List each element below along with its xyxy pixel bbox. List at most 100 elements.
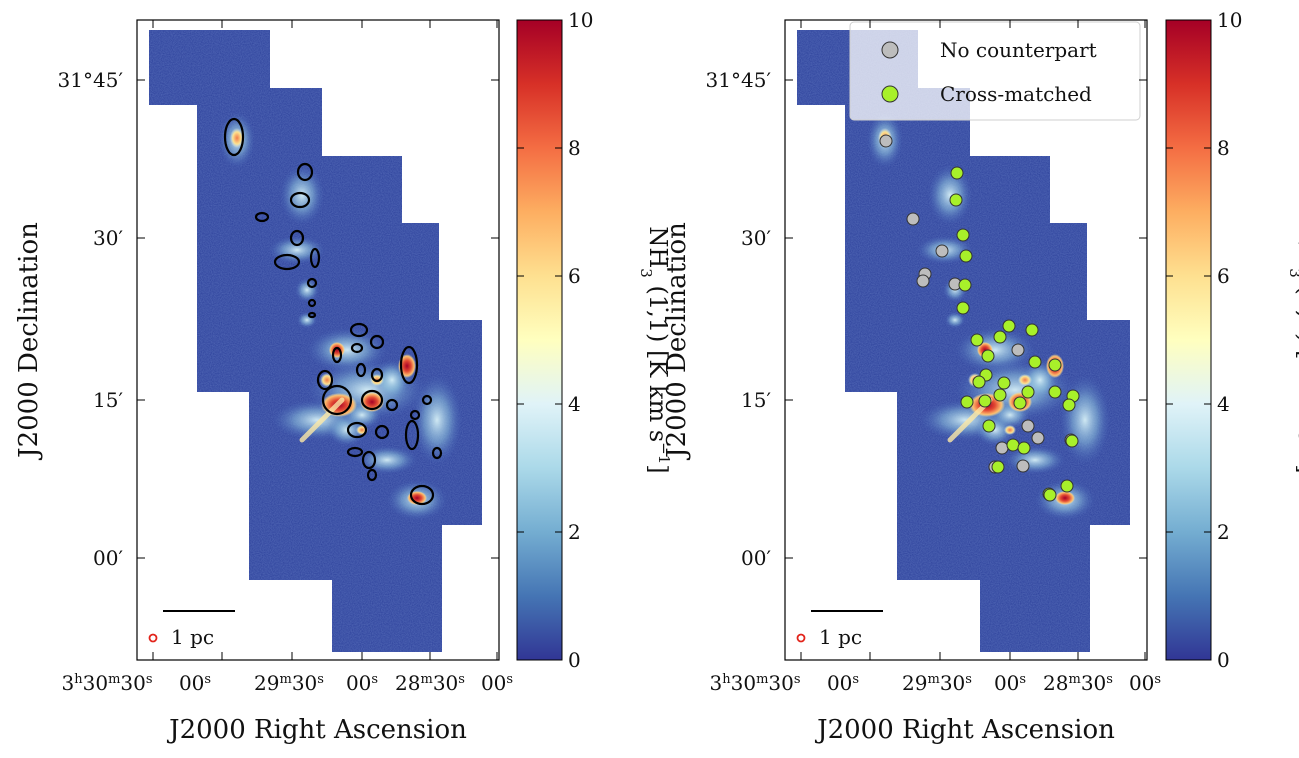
x-tick-label: 29m30s bbox=[254, 671, 324, 695]
contour-leaf bbox=[385, 398, 399, 412]
marker-cross-matched bbox=[981, 349, 995, 363]
emission-glow bbox=[1060, 375, 1110, 465]
colorbar-gradient bbox=[1165, 19, 1212, 661]
contour-leaf bbox=[404, 419, 420, 451]
x-tick-label-part: s bbox=[506, 672, 513, 687]
x-tick-label: 28m30s bbox=[395, 671, 465, 695]
colorbar-tick-label: 8 bbox=[568, 136, 581, 160]
contour-leaf bbox=[361, 450, 377, 470]
y-axis-label: J2000 Declination bbox=[662, 222, 692, 461]
y-tick-label: 00′ bbox=[741, 546, 771, 570]
y-tick-label: 15′ bbox=[741, 388, 771, 412]
x-tick-label-part: s bbox=[458, 672, 465, 687]
x-tick-label-part: s bbox=[204, 672, 211, 687]
x-tick-label: 29m30s bbox=[902, 671, 972, 695]
x-tick-label-part: m bbox=[1069, 672, 1081, 687]
marker-cross-matched bbox=[1025, 323, 1039, 337]
x-tick-label-part: 3 bbox=[709, 671, 722, 695]
colorbar-tick-label: 10 bbox=[1217, 8, 1242, 32]
beam-icon bbox=[796, 633, 806, 643]
colorbar-label-part: (1,1) [K km s bbox=[1293, 278, 1299, 442]
contour-leaf bbox=[409, 409, 421, 421]
contour-leaf bbox=[331, 346, 343, 364]
marker-no-counterpart bbox=[1021, 419, 1035, 433]
marker-cross-matched bbox=[970, 333, 984, 347]
x-tick-label-part: 29 bbox=[902, 671, 927, 695]
contour-leaf bbox=[409, 484, 435, 506]
contour-leaf bbox=[350, 342, 364, 354]
contour-leaf bbox=[421, 394, 433, 406]
x-tick-label-part: 00 bbox=[827, 671, 852, 695]
contour-leaf bbox=[369, 334, 385, 350]
marker-cross-matched bbox=[1048, 358, 1062, 372]
marker-no-counterpart bbox=[995, 441, 1009, 455]
marker-cross-matched bbox=[993, 388, 1007, 402]
emission-glow bbox=[412, 375, 462, 465]
scalebar-label: 1 pc bbox=[171, 625, 214, 649]
emission-glow bbox=[295, 278, 319, 302]
marker-cross-matched bbox=[960, 395, 974, 409]
contour-leaf bbox=[289, 191, 311, 209]
marker-cross-matched bbox=[1048, 385, 1062, 399]
colorbar-label-part: NH bbox=[644, 226, 672, 268]
colorbar-tick-label: 6 bbox=[568, 264, 581, 288]
marker-cross-matched bbox=[1043, 488, 1057, 502]
emission-peak bbox=[1055, 491, 1075, 505]
marker-cross-matched bbox=[982, 419, 996, 433]
colorbar-label-part: 3 bbox=[1286, 268, 1299, 278]
emission-glow bbox=[928, 165, 972, 225]
x-tick-label: 3h30m30s bbox=[61, 671, 152, 695]
x-tick-label-part: 28 bbox=[1043, 671, 1068, 695]
contour-leaf bbox=[346, 421, 368, 439]
emission-glow bbox=[280, 165, 324, 225]
legend-label: Cross-matched bbox=[940, 82, 1092, 106]
marker-no-counterpart bbox=[879, 134, 893, 148]
x-tick-label-part: s bbox=[146, 672, 153, 687]
x-tick-label-part: 00 bbox=[346, 671, 371, 695]
emission-glow bbox=[945, 312, 965, 328]
contour-leaf bbox=[307, 298, 317, 308]
x-tick-label-part: 3 bbox=[61, 671, 74, 695]
colorbar-tick-label: 2 bbox=[1217, 520, 1230, 544]
colorbar-label-part: −1 bbox=[655, 442, 673, 464]
x-tick-label-part: 00 bbox=[994, 671, 1019, 695]
x-tick-label-part: m bbox=[928, 672, 940, 687]
y-tick-label: 30′ bbox=[741, 226, 771, 250]
colorbar-label-part: NH bbox=[1293, 226, 1299, 268]
contour-leaf bbox=[307, 311, 317, 319]
scalebar-label: 1 pc bbox=[819, 625, 862, 649]
emission-ridge bbox=[299, 397, 345, 443]
x-tick-label-part: h bbox=[74, 672, 83, 687]
colorbar-label: NH3 (1,1) [K km s−1] bbox=[1286, 226, 1299, 473]
marker-cross-matched bbox=[958, 278, 972, 292]
contour-leaf bbox=[306, 277, 318, 289]
marker-cross-matched bbox=[1002, 319, 1016, 333]
colorbar-gradient bbox=[516, 19, 563, 661]
contour-leaf bbox=[399, 345, 419, 385]
marker-cross-matched bbox=[991, 460, 1005, 474]
colorbar-tick-label: 8 bbox=[1217, 136, 1230, 160]
x-tick-label-part: s bbox=[794, 672, 801, 687]
beam-icon bbox=[148, 633, 158, 643]
x-tick-label-part: 30 bbox=[1081, 671, 1106, 695]
marker-cross-matched bbox=[1060, 479, 1074, 493]
y-tick-label: 00′ bbox=[93, 546, 123, 570]
contour-leaf bbox=[370, 367, 384, 383]
colorbar-tick-label: 0 bbox=[1217, 648, 1230, 672]
x-tick-label-part: 30 bbox=[940, 671, 965, 695]
marker-cross-matched bbox=[949, 193, 963, 207]
legend-label: No counterpart bbox=[940, 38, 1097, 62]
marker-cross-matched bbox=[1065, 434, 1079, 448]
marker-cross-matched bbox=[997, 376, 1011, 390]
legend-marker bbox=[881, 85, 899, 103]
x-axis-label: J2000 Right Ascension bbox=[814, 715, 1115, 745]
marker-cross-matched bbox=[950, 166, 964, 180]
y-tick-label: 31°45′ bbox=[706, 68, 772, 92]
contour-leaf bbox=[321, 384, 353, 416]
marker-cross-matched bbox=[993, 330, 1007, 344]
x-tick-label-part: s bbox=[1154, 672, 1161, 687]
marker-no-counterpart bbox=[1011, 343, 1025, 357]
emission-glow bbox=[357, 446, 417, 474]
